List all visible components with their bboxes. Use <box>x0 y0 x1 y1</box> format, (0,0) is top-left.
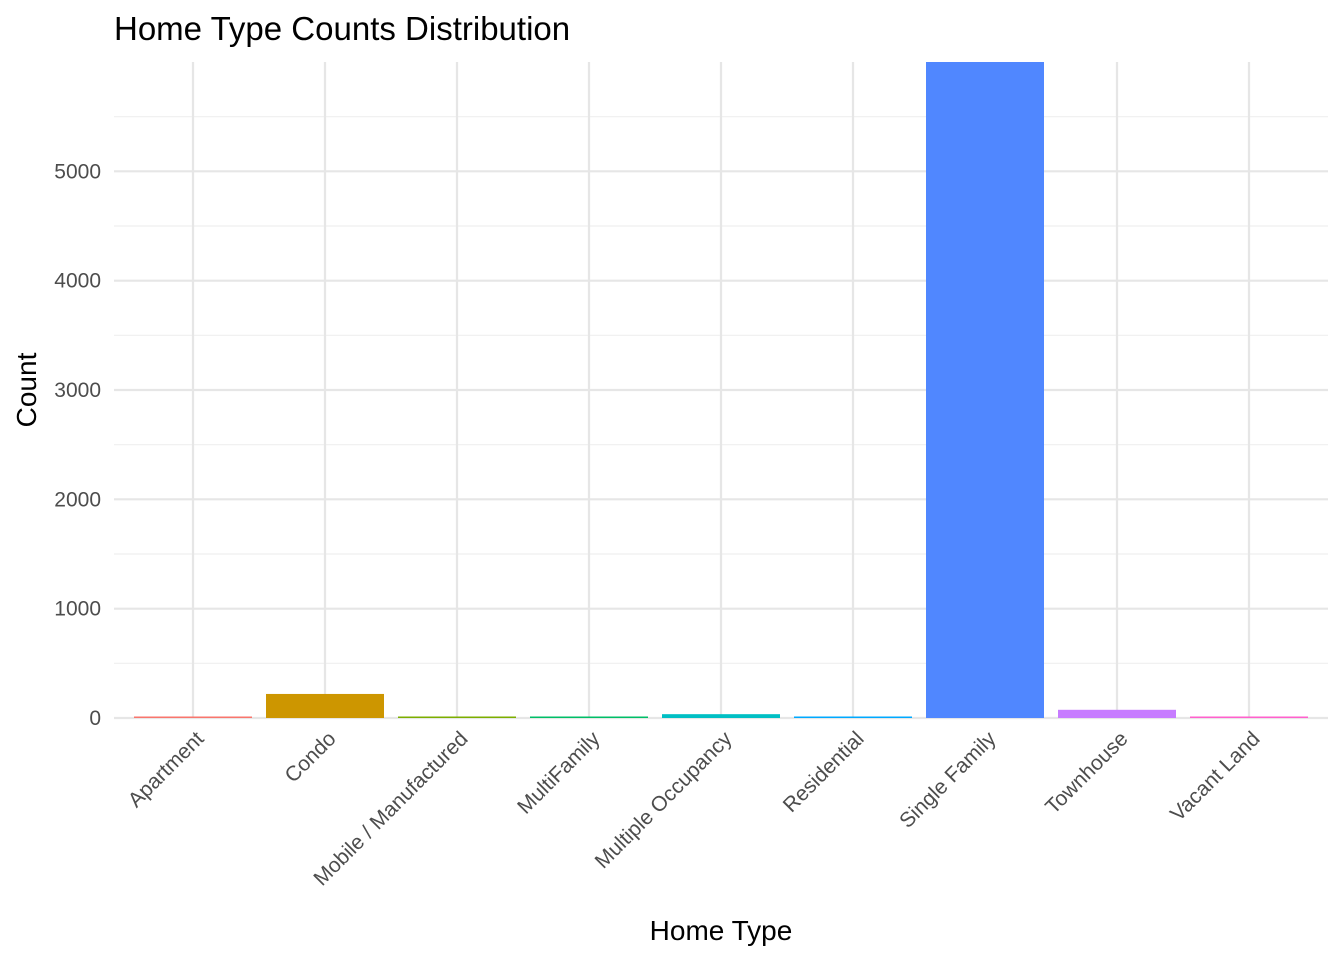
chart-title: Home Type Counts Distribution <box>114 10 570 47</box>
x-tick-label: Residential <box>779 727 869 817</box>
bar-multifamily <box>530 716 648 718</box>
y-tick-label: 3000 <box>54 379 101 402</box>
x-axis-title: Home Type <box>650 915 793 946</box>
y-tick-label: 1000 <box>54 598 101 621</box>
x-tick-label: Townhouse <box>1041 727 1132 818</box>
x-tick-label: Condo <box>281 727 341 787</box>
x-tick-label: MultiFamily <box>513 727 605 819</box>
x-tick-label: Apartment <box>124 727 209 812</box>
y-tick-label: 5000 <box>54 160 101 183</box>
x-tick-label: Mobile / Manufactured <box>309 727 472 890</box>
y-tick-label: 4000 <box>54 270 101 293</box>
bar-single-family <box>926 62 1044 718</box>
x-tick-label: Multiple Occupancy <box>591 727 737 873</box>
y-tick-label: 0 <box>89 707 101 730</box>
bar-condo <box>266 693 384 718</box>
y-axis-title: Count <box>11 352 42 427</box>
grid-lines <box>114 62 1328 720</box>
y-axis-tick-labels: 0 1000 2000 3000 4000 5000 <box>54 160 101 730</box>
bar-mobile-manufactured <box>398 716 516 718</box>
x-tick-label: Vacant Land <box>1166 727 1265 826</box>
bar-multiple-occupancy <box>662 714 780 718</box>
bar-residential <box>794 716 912 718</box>
x-tick-label: Single Family <box>895 727 1001 833</box>
y-tick-label: 2000 <box>54 488 101 511</box>
bar-townhouse <box>1058 709 1176 718</box>
bar-apartment <box>134 716 252 718</box>
bars <box>134 62 1308 718</box>
bar-vacant-land <box>1190 716 1308 718</box>
